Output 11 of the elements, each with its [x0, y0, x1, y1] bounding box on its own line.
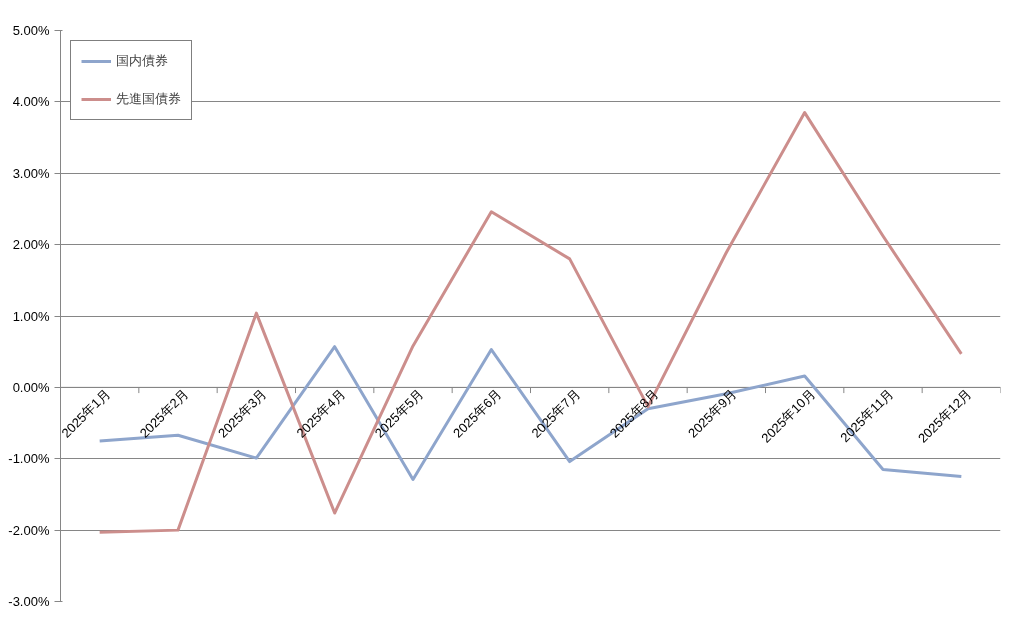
legend-label: 国内債券	[116, 52, 168, 70]
y-tick-label: 1.00%	[12, 308, 50, 324]
y-tick-label: -2.00%	[8, 522, 50, 538]
y-tick-label: 3.00%	[12, 165, 50, 181]
legend-label: 先進国債券	[116, 90, 181, 108]
y-tick-label: -3.00%	[8, 594, 50, 609]
y-tick-label: 0.00%	[12, 379, 50, 395]
y-tick-label: 2.00%	[12, 237, 50, 253]
y-tick-label: 5.00%	[12, 23, 50, 38]
y-tick-label: 4.00%	[12, 94, 50, 110]
y-tick-label: -1.00%	[8, 451, 50, 467]
